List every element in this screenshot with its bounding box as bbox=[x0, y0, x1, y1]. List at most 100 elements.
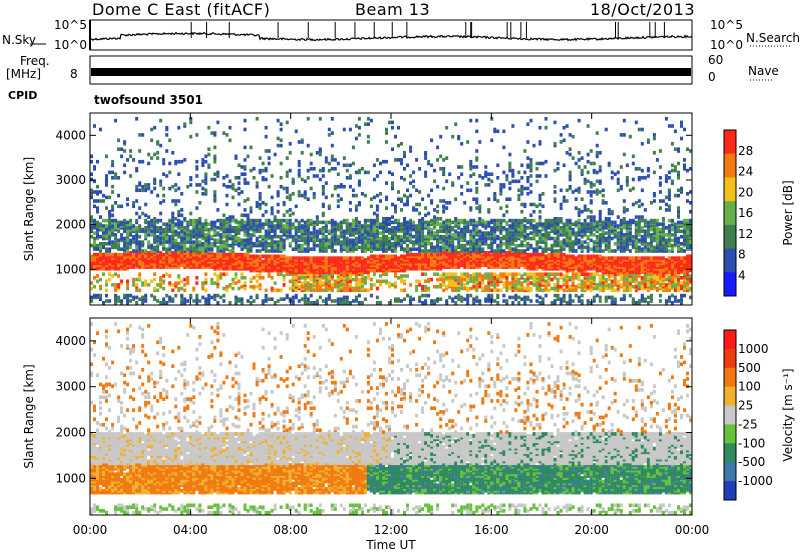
power-cell bbox=[150, 156, 154, 160]
power-cell bbox=[363, 240, 367, 244]
power-cell bbox=[388, 254, 391, 259]
power-cell bbox=[195, 133, 199, 137]
power-cell bbox=[490, 283, 494, 287]
power-cell bbox=[433, 168, 437, 173]
power-cell bbox=[126, 258, 130, 262]
power-cell bbox=[243, 283, 247, 287]
power-cell bbox=[448, 201, 452, 205]
power-cell bbox=[427, 193, 431, 198]
power-cell bbox=[336, 270, 340, 275]
power-cell bbox=[111, 252, 115, 257]
power-cell bbox=[330, 233, 334, 237]
power-cell bbox=[285, 170, 289, 175]
power-cell bbox=[535, 258, 539, 262]
power-cell bbox=[141, 227, 145, 232]
power-cell bbox=[369, 118, 373, 123]
power-cell bbox=[538, 218, 542, 223]
power-cell bbox=[228, 236, 232, 241]
power-cell bbox=[216, 252, 220, 257]
power-cell bbox=[93, 284, 96, 289]
power-cell bbox=[562, 299, 566, 303]
power-cell bbox=[406, 243, 409, 248]
power-cell bbox=[493, 258, 497, 262]
power-cell bbox=[529, 161, 533, 166]
power-cell bbox=[99, 222, 102, 226]
power-cell bbox=[318, 277, 322, 282]
power-cell bbox=[526, 252, 530, 257]
power-cell bbox=[351, 258, 355, 262]
power-cell bbox=[472, 276, 476, 280]
power-cell bbox=[255, 184, 259, 189]
power-cell bbox=[475, 190, 479, 194]
power-cell bbox=[562, 277, 566, 282]
power-cell bbox=[111, 213, 115, 218]
power-cell bbox=[526, 283, 530, 287]
power-cell bbox=[222, 299, 226, 303]
power-cell bbox=[475, 251, 479, 255]
power-cell bbox=[240, 172, 244, 176]
power-cell bbox=[312, 167, 316, 171]
power-cell bbox=[526, 236, 530, 241]
power-cell bbox=[168, 186, 172, 191]
power-cell bbox=[252, 176, 256, 180]
power-cell bbox=[357, 256, 361, 260]
power-cell bbox=[195, 174, 199, 178]
power-cell bbox=[505, 231, 509, 235]
power-cell bbox=[198, 247, 202, 251]
power-cell bbox=[571, 299, 575, 303]
power-cell bbox=[369, 286, 373, 291]
power-cell bbox=[234, 226, 238, 230]
power-cell bbox=[90, 172, 93, 176]
power-cell bbox=[351, 193, 355, 198]
power-cell bbox=[132, 201, 136, 205]
power-cell bbox=[424, 170, 428, 175]
power-cell bbox=[463, 286, 467, 291]
power-cell bbox=[285, 209, 289, 214]
power-cell bbox=[306, 283, 310, 287]
power-cell bbox=[306, 281, 310, 285]
power-cell bbox=[538, 263, 542, 268]
power-cell bbox=[372, 229, 376, 234]
power-cell bbox=[520, 202, 524, 207]
power-cell bbox=[375, 222, 379, 226]
power-cell bbox=[270, 206, 274, 210]
power-cell bbox=[448, 229, 452, 234]
power-cell bbox=[186, 279, 190, 284]
power-cell bbox=[330, 242, 334, 246]
power-cell bbox=[90, 243, 93, 248]
power-cell bbox=[351, 256, 355, 260]
power-cell bbox=[469, 286, 473, 291]
power-cell bbox=[451, 220, 455, 225]
power-cell bbox=[267, 184, 271, 189]
power-cell bbox=[436, 252, 440, 257]
power-cell bbox=[493, 299, 497, 303]
power-cell bbox=[177, 209, 181, 214]
power-cell bbox=[339, 224, 343, 228]
power-cell bbox=[207, 258, 211, 262]
power-cell bbox=[333, 220, 337, 225]
power-cell bbox=[219, 276, 223, 280]
power-cell bbox=[436, 243, 440, 248]
power-cell bbox=[201, 247, 205, 251]
power-cell bbox=[99, 199, 102, 203]
power-cell bbox=[321, 202, 325, 207]
power-cell bbox=[348, 270, 352, 275]
power-cell bbox=[267, 218, 271, 223]
power-cell bbox=[382, 279, 385, 284]
power-cell bbox=[231, 252, 235, 257]
power-cell bbox=[270, 234, 274, 239]
power-scatter-cells bbox=[90, 117, 692, 305]
power-cell bbox=[312, 258, 316, 262]
power-cell bbox=[153, 224, 157, 228]
power-cell bbox=[324, 283, 328, 287]
power-cell bbox=[421, 293, 425, 298]
power-cell bbox=[264, 149, 268, 153]
power-cell bbox=[433, 234, 437, 239]
power-cell bbox=[565, 124, 569, 128]
power-cell bbox=[424, 249, 428, 253]
power-cell bbox=[348, 279, 352, 284]
power-cell bbox=[382, 159, 385, 164]
power-cell bbox=[538, 161, 542, 166]
power-cell bbox=[478, 247, 482, 251]
power-cell bbox=[499, 183, 503, 187]
